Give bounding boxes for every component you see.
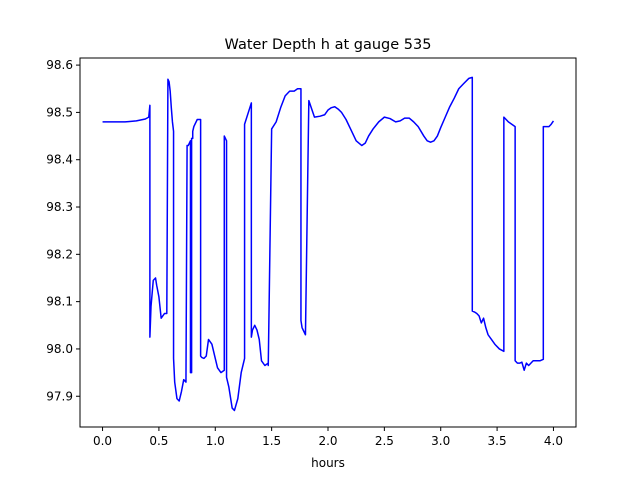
x-tick-label: 1.5: [262, 434, 281, 448]
y-tick-label: 98.1: [46, 295, 73, 309]
y-tick-label: 98.5: [46, 105, 73, 119]
x-tick-label: 2.0: [318, 434, 337, 448]
x-axis: 0.0 0.5 1.0 1.5 2.0 2.5 3.0 3.5 4.0: [93, 427, 563, 448]
x-tick-label: 0.0: [93, 434, 112, 448]
y-tick-label: 98.2: [46, 247, 73, 261]
x-tick-label: 2.5: [375, 434, 394, 448]
y-tick-label: 98.0: [46, 342, 73, 356]
x-tick-label: 3.5: [488, 434, 507, 448]
y-tick-label: 98.4: [46, 153, 73, 167]
plot-area: [102, 76, 555, 412]
x-tick-label: 4.0: [544, 434, 563, 448]
y-tick-label: 98.6: [46, 58, 73, 72]
x-tick-label: 3.0: [431, 434, 450, 448]
series-line: [102, 76, 555, 412]
y-tick-label: 97.9: [46, 389, 73, 403]
x-axis-label: hours: [311, 456, 345, 470]
y-axis: 97.9 98.0 98.1 98.2 98.3 98.4 98.5 98.6: [46, 58, 80, 403]
x-tick-label: 1.0: [206, 434, 225, 448]
chart-title: Water Depth h at gauge 535: [225, 37, 432, 53]
y-tick-label: 98.3: [46, 200, 73, 214]
x-tick-label: 0.5: [149, 434, 168, 448]
